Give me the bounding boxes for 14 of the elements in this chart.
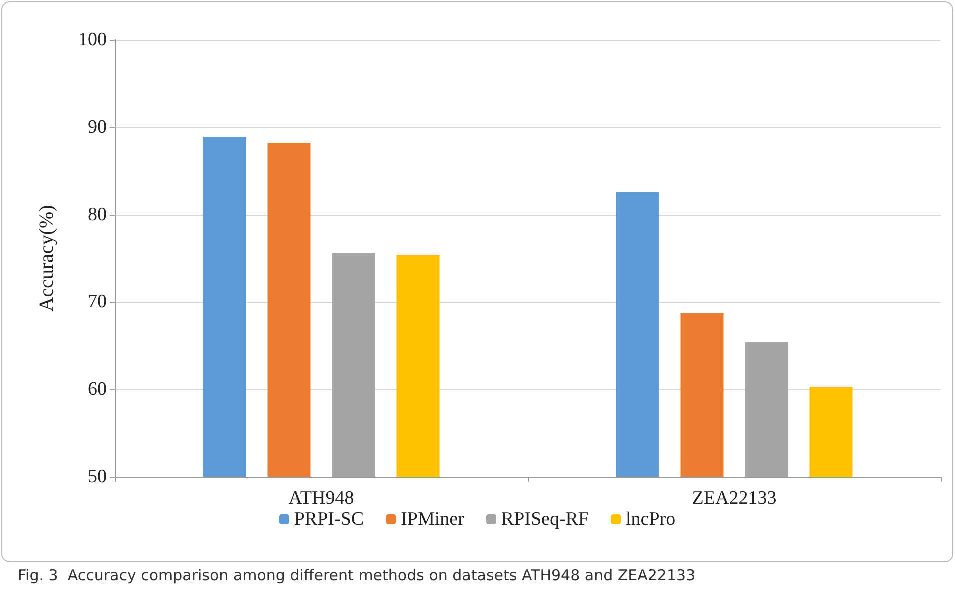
legend-label: lncPro [626, 509, 676, 530]
y-tick-label: 80 [88, 204, 107, 226]
y-axis-title: Accuracy(%) [36, 205, 58, 312]
x-tick-label: ATH948 [288, 488, 354, 509]
y-tick-label: 70 [88, 292, 107, 313]
y-tick-label: 90 [88, 116, 107, 138]
y-tick-label: 60 [88, 379, 107, 400]
x-tick-label: ZEA22133 [692, 488, 777, 509]
legend-label: PRPI-SC [294, 509, 364, 530]
legend-label: IPMiner [401, 509, 466, 530]
y-tick-label: 100 [78, 30, 107, 50]
caption: Fig. 3 Accuracy comparison among different methods on datasets ATH948 and ZEA22133 [18, 566, 696, 584]
y-tick-label: 50 [88, 466, 107, 488]
legend-label: RPISeq-RF [501, 509, 590, 530]
